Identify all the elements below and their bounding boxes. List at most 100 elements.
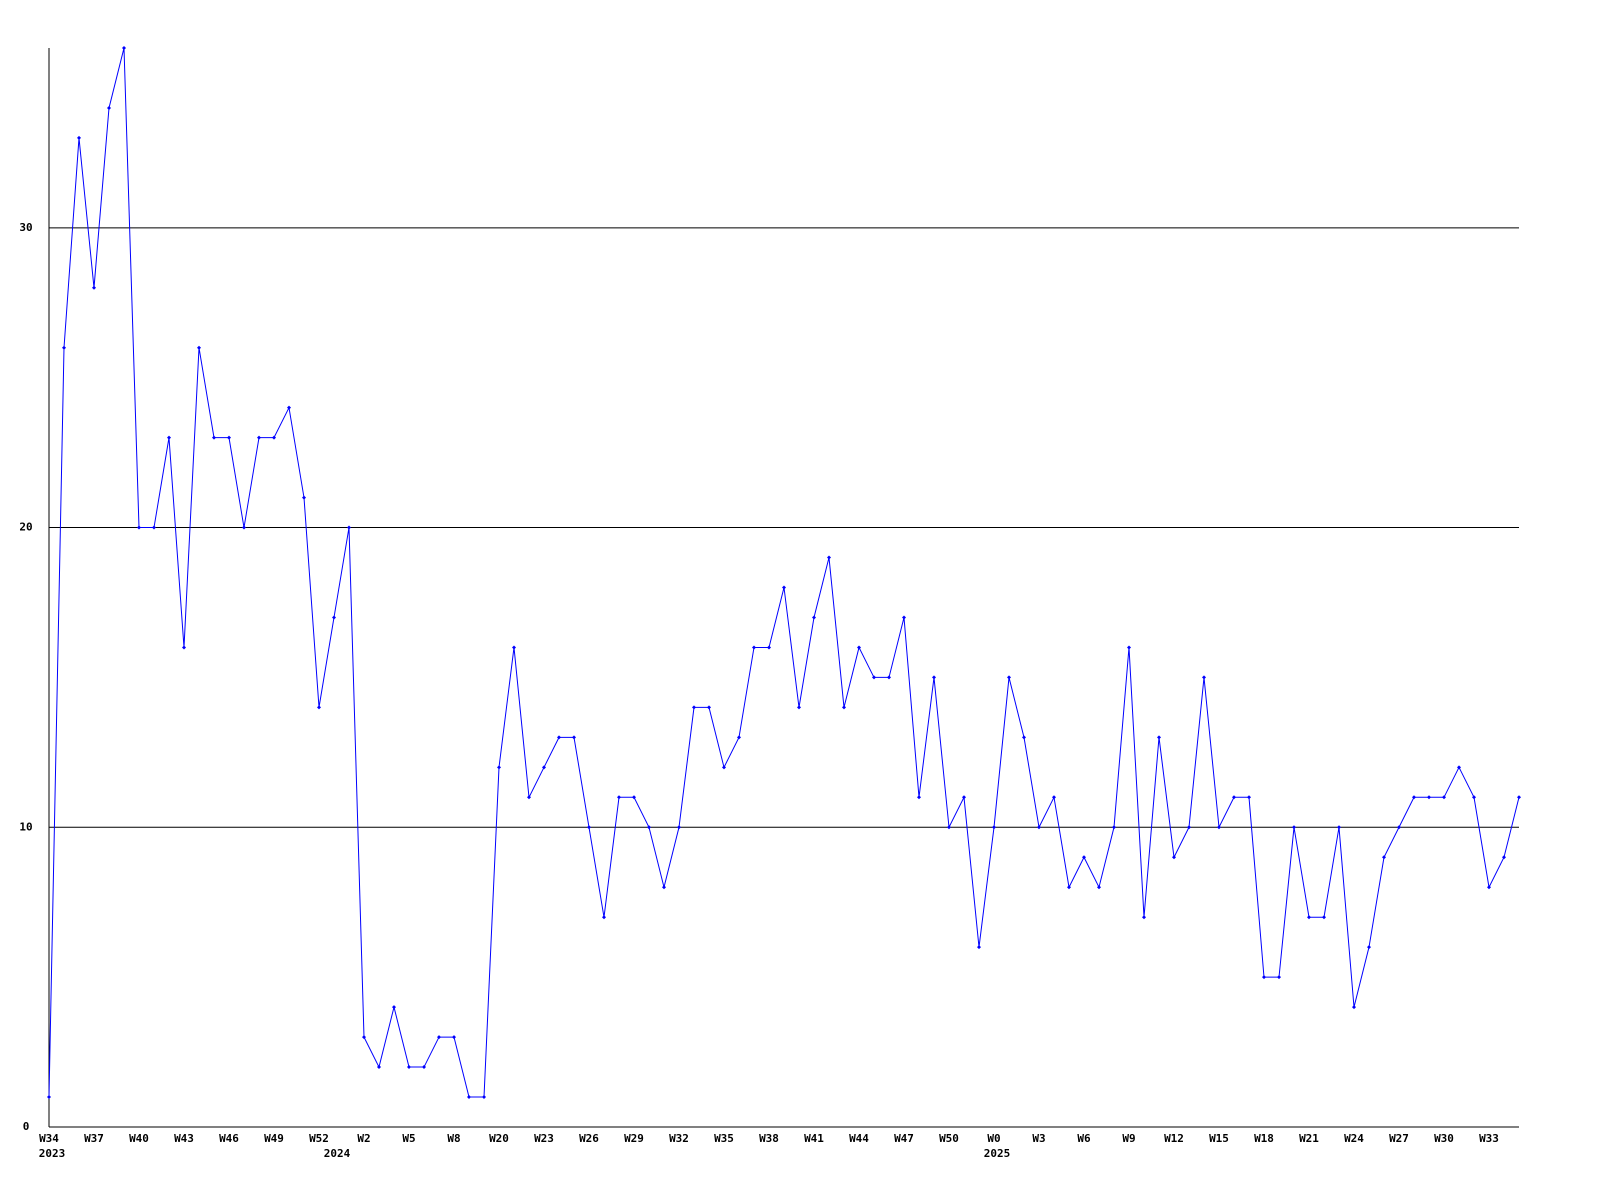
point-marker [887,675,891,680]
point-marker [1097,885,1101,890]
x-tick-label: W29 [624,1132,644,1145]
point-marker [1127,645,1131,650]
y-tick-label: 30 [19,221,32,234]
point-marker [1247,795,1251,800]
point-marker [302,495,306,500]
point-marker [1052,795,1056,800]
point-marker [167,435,171,440]
point-marker [1007,675,1011,680]
point-marker [437,1035,441,1040]
point-marker [272,435,276,440]
point-marker [797,705,801,710]
point-marker [62,345,66,350]
point-marker [92,285,96,290]
y-tick-label: 0 [23,1120,30,1133]
x-tick-label: W9 [1122,1132,1135,1145]
point-marker [1472,795,1476,800]
series-line [48,47,1520,1098]
point-marker [962,795,966,800]
point-marker [932,675,936,680]
point-marker [1082,855,1086,860]
point-marker [1022,735,1026,740]
point-marker [857,645,861,650]
point-marker [287,405,291,410]
x-tick-label: W21 [1299,1132,1319,1145]
point-marker [1112,825,1116,830]
y-tick-label: 10 [19,820,32,833]
point-marker [1322,915,1326,920]
point-marker [1412,795,1416,800]
point-marker [392,1005,396,1010]
year-label: 2025 [984,1147,1011,1160]
x-tick-label: W35 [714,1132,734,1145]
point-marker [542,765,546,770]
point-marker [47,1095,51,1100]
point-marker [872,675,876,680]
x-tick-label: W27 [1389,1132,1409,1145]
x-tick-label: W8 [447,1132,460,1145]
x-tick-label: W32 [669,1132,689,1145]
x-tick-label: W41 [804,1132,824,1145]
point-marker [662,885,666,890]
x-tick-label: W15 [1209,1132,1229,1145]
x-tick-label: W20 [489,1132,509,1145]
x-tick-label: W0 [987,1132,1000,1145]
point-marker [692,705,696,710]
point-marker [452,1035,456,1040]
point-marker [1352,1005,1356,1010]
point-marker [107,105,111,110]
point-marker [407,1065,411,1070]
point-marker [902,615,906,620]
x-tick-label: W24 [1344,1132,1364,1145]
point-marker [1337,825,1341,830]
x-tick-label: W44 [849,1132,869,1145]
year-label: 2023 [39,1147,66,1160]
y-tick-label: 20 [19,521,32,534]
point-marker [782,585,786,590]
point-marker [812,615,816,620]
point-marker [467,1095,471,1100]
point-marker [707,705,711,710]
point-marker [347,525,351,530]
point-marker [1502,855,1506,860]
point-marker [1202,675,1206,680]
point-marker [632,795,636,800]
x-tick-label: W37 [84,1132,104,1145]
point-marker [737,735,741,740]
x-tick-label: W12 [1164,1132,1184,1145]
x-tick-label: W43 [174,1132,194,1145]
point-marker [1292,825,1296,830]
point-marker [767,645,771,650]
point-marker [917,795,921,800]
point-marker [122,46,126,50]
point-marker [572,735,576,740]
point-marker [1307,915,1311,920]
point-marker [722,765,726,770]
point-marker [227,435,231,440]
x-tick-label: W40 [129,1132,149,1145]
x-tick-label: W23 [534,1132,554,1145]
point-marker [1172,855,1176,860]
x-tick-label: W38 [759,1132,779,1145]
point-marker [527,795,531,800]
point-marker [1277,975,1281,980]
point-marker [827,555,831,560]
point-marker [497,765,501,770]
point-marker [587,825,591,830]
point-marker [212,435,216,440]
point-marker [677,825,681,830]
point-marker [1067,885,1071,890]
x-tick-label: W6 [1077,1132,1091,1145]
point-marker [842,705,846,710]
point-marker [317,705,321,710]
point-marker [1442,795,1446,800]
point-marker [1157,735,1161,740]
x-tick-label: W33 [1479,1132,1499,1145]
point-marker [257,435,261,440]
point-marker [1517,795,1521,800]
point-marker [647,825,651,830]
point-marker [1367,945,1371,950]
x-tick-label: W26 [579,1132,599,1145]
point-marker [1382,855,1386,860]
